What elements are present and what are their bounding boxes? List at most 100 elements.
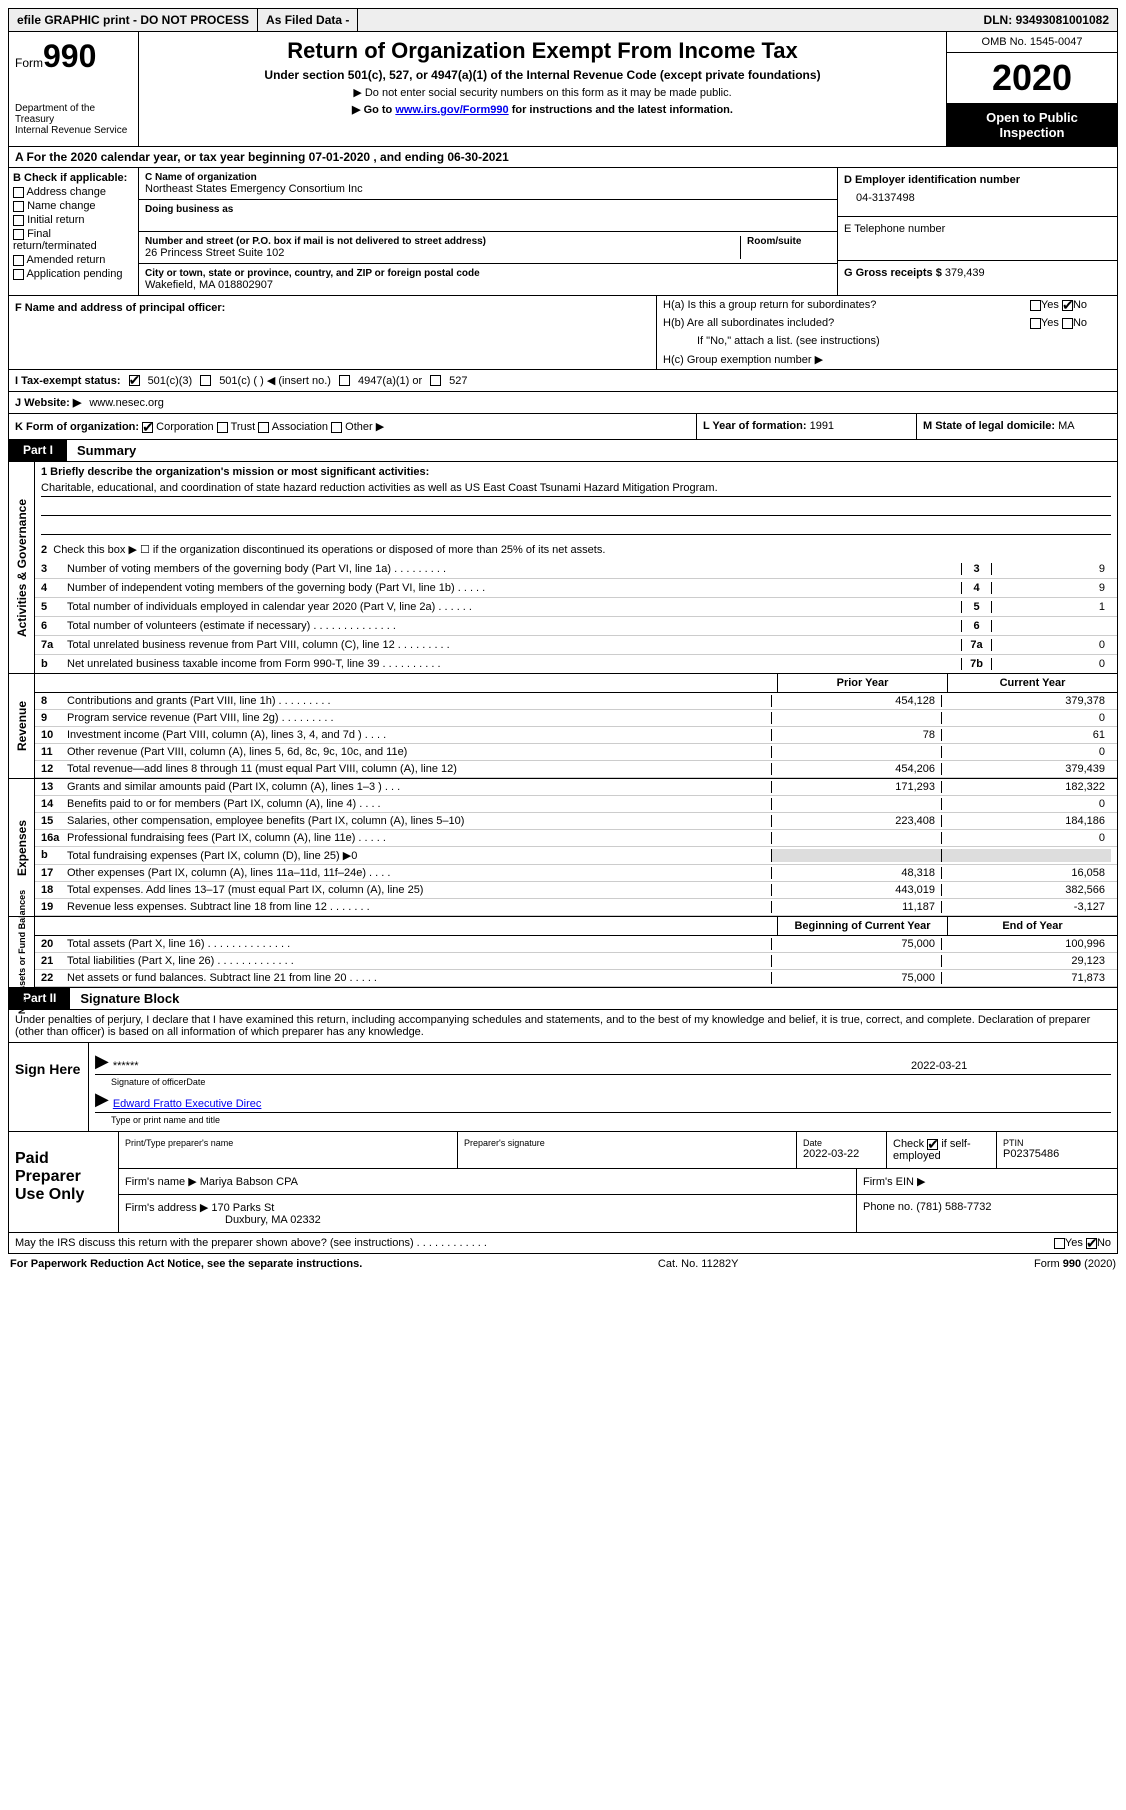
officer-name[interactable]: Edward Fratto Executive Direc bbox=[113, 1098, 262, 1110]
curr-val: 100,996 bbox=[941, 938, 1111, 950]
prior-val: 75,000 bbox=[771, 972, 941, 984]
ein-value: 04-3137498 bbox=[844, 186, 1111, 210]
prior-val: 171,293 bbox=[771, 781, 941, 793]
irs-link[interactable]: www.irs.gov/Form990 bbox=[395, 104, 508, 116]
line-text: Total number of volunteers (estimate if … bbox=[67, 620, 961, 632]
ha-no[interactable] bbox=[1062, 300, 1073, 311]
discuss-yes[interactable] bbox=[1054, 1238, 1065, 1249]
firm-ein-label: Firm's EIN ▶ bbox=[863, 1176, 926, 1188]
sig-caption: Signature of officer bbox=[111, 1077, 186, 1087]
line-num: 22 bbox=[41, 972, 67, 984]
prep-col1: Print/Type preparer's name bbox=[125, 1138, 451, 1148]
cb-assoc[interactable] bbox=[258, 422, 269, 433]
cb-other[interactable] bbox=[331, 422, 342, 433]
tax-year: 2020 bbox=[947, 53, 1117, 104]
prep-col2: Preparer's signature bbox=[464, 1138, 790, 1148]
section-b: B Check if applicable: Address change Na… bbox=[9, 168, 139, 295]
line-box: 3 bbox=[961, 563, 991, 575]
omb-number: OMB No. 1545-0047 bbox=[947, 32, 1117, 53]
hdr-begin: Beginning of Current Year bbox=[777, 917, 947, 935]
line-num: 13 bbox=[41, 781, 67, 793]
firm-addr2: Duxbury, MA 02332 bbox=[225, 1214, 321, 1226]
line-val: 0 bbox=[991, 658, 1111, 670]
line-val: 1 bbox=[991, 601, 1111, 613]
cb-501c[interactable] bbox=[200, 375, 211, 386]
prep-date: 2022-03-22 bbox=[803, 1148, 880, 1160]
ha-label: H(a) Is this a group return for subordin… bbox=[663, 299, 876, 311]
line-box: 7a bbox=[961, 639, 991, 651]
cb-final-return[interactable]: Final return/terminated bbox=[13, 228, 134, 252]
line-text: Other revenue (Part VIII, column (A), li… bbox=[67, 746, 771, 758]
prior-val bbox=[771, 798, 941, 810]
line-num: 15 bbox=[41, 815, 67, 827]
state-domicile: MA bbox=[1058, 420, 1075, 432]
footer-mid: Cat. No. 11282Y bbox=[658, 1258, 739, 1270]
line-text: Revenue less expenses. Subtract line 18 … bbox=[67, 901, 771, 913]
asfiled-label: As Filed Data - bbox=[258, 9, 358, 31]
cb-4947[interactable] bbox=[339, 375, 350, 386]
line-val bbox=[991, 620, 1111, 632]
part2-title: Signature Block bbox=[70, 988, 189, 1009]
line-val: 9 bbox=[991, 582, 1111, 594]
line-num: 4 bbox=[41, 582, 67, 594]
cb-527[interactable] bbox=[430, 375, 441, 386]
note2-pre: ▶ Go to bbox=[352, 104, 395, 116]
curr-val: 182,322 bbox=[941, 781, 1111, 793]
prior-val bbox=[771, 832, 941, 844]
line-box: 6 bbox=[961, 620, 991, 632]
top-bar: efile GRAPHIC print - DO NOT PROCESS As … bbox=[8, 8, 1118, 32]
curr-val: 61 bbox=[941, 729, 1111, 741]
discuss-no[interactable] bbox=[1086, 1238, 1097, 1249]
hb-no[interactable] bbox=[1062, 318, 1073, 329]
cb-amended[interactable]: Amended return bbox=[13, 254, 134, 266]
form-label: Form bbox=[15, 56, 43, 70]
note2-post: for instructions and the latest informat… bbox=[509, 104, 733, 116]
line-num: 21 bbox=[41, 955, 67, 967]
cb-corp[interactable] bbox=[142, 422, 153, 433]
curr-val: 382,566 bbox=[941, 884, 1111, 896]
hb-note: If "No," attach a list. (see instruction… bbox=[697, 335, 880, 347]
phone-label: Phone no. bbox=[863, 1201, 913, 1213]
c-city-label: City or town, state or province, country… bbox=[145, 268, 831, 279]
m-label: M State of legal domicile: bbox=[923, 420, 1055, 432]
year-box: OMB No. 1545-0047 2020 Open to Public In… bbox=[947, 32, 1117, 146]
sign-here-label: Sign Here bbox=[9, 1043, 89, 1131]
cb-app-pending[interactable]: Application pending bbox=[13, 268, 134, 280]
g-label: G Gross receipts $ bbox=[844, 267, 942, 279]
cb-address-change[interactable]: Address change bbox=[13, 186, 134, 198]
line-text: Investment income (Part VIII, column (A)… bbox=[67, 729, 771, 741]
i-label: I Tax-exempt status: bbox=[15, 375, 121, 387]
line-num: 8 bbox=[41, 695, 67, 707]
row-a-taxyear: A For the 2020 calendar year, or tax yea… bbox=[8, 147, 1118, 168]
arrow-icon: ▶ bbox=[95, 1051, 109, 1072]
ha-yes[interactable] bbox=[1030, 300, 1041, 311]
line-text: Professional fundraising fees (Part IX, … bbox=[67, 832, 771, 844]
hdr-prior: Prior Year bbox=[777, 674, 947, 692]
year-formation: 1991 bbox=[810, 420, 834, 432]
cb-self-employed[interactable] bbox=[927, 1139, 938, 1150]
line-text: Benefits paid to or for members (Part IX… bbox=[67, 798, 771, 810]
curr-val: 16,058 bbox=[941, 867, 1111, 879]
line-text: Total number of individuals employed in … bbox=[67, 601, 961, 613]
cb-name-change[interactable]: Name change bbox=[13, 200, 134, 212]
hdr-curr: Current Year bbox=[947, 674, 1117, 692]
line-box: 5 bbox=[961, 601, 991, 613]
cb-initial-return[interactable]: Initial return bbox=[13, 214, 134, 226]
line-text: Other expenses (Part IX, column (A), lin… bbox=[67, 867, 771, 879]
cb-trust[interactable] bbox=[217, 422, 228, 433]
vtab-netassets: Net Assets or Fund Balances bbox=[17, 890, 27, 1014]
line-num: 7a bbox=[41, 639, 67, 651]
prior-val: 443,019 bbox=[771, 884, 941, 896]
hb-yes[interactable] bbox=[1030, 318, 1041, 329]
curr-val: -3,127 bbox=[941, 901, 1111, 913]
firm-addr1: 170 Parks St bbox=[211, 1202, 274, 1214]
line-text: Number of independent voting members of … bbox=[67, 582, 961, 594]
cb-501c3[interactable] bbox=[129, 375, 140, 386]
prior-val bbox=[771, 746, 941, 758]
prior-val: 454,128 bbox=[771, 695, 941, 707]
dln-label: DLN: bbox=[984, 13, 1013, 27]
curr-val: 184,186 bbox=[941, 815, 1111, 827]
phone-value: (781) 588-7732 bbox=[916, 1201, 991, 1213]
prior-val: 223,408 bbox=[771, 815, 941, 827]
line-num: 12 bbox=[41, 763, 67, 775]
